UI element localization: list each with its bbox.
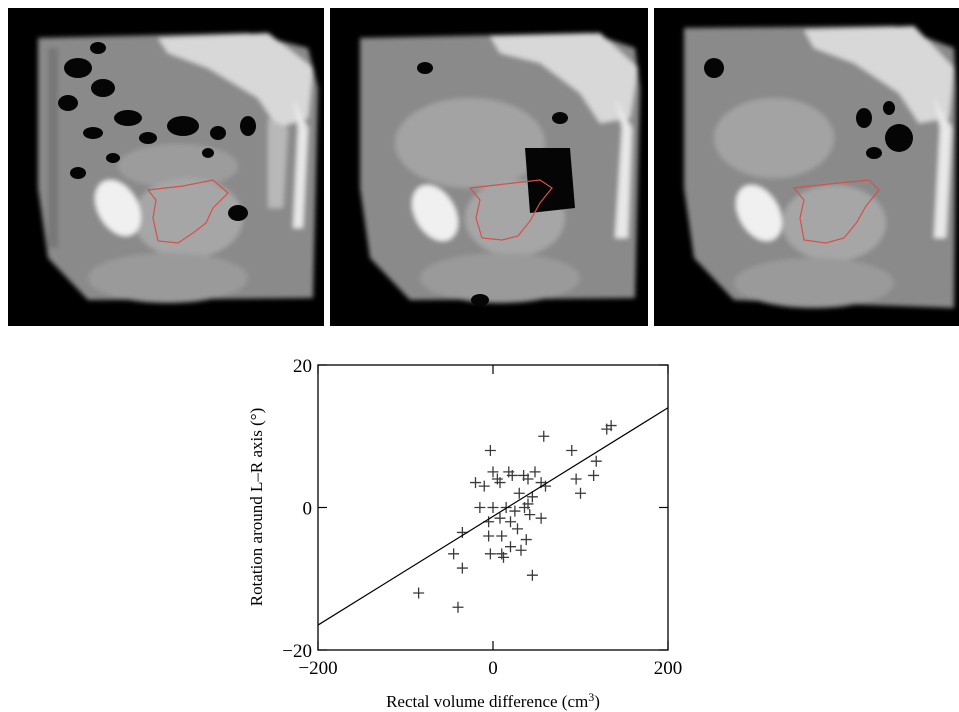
data-point-plus [570, 473, 582, 485]
data-point-plus [526, 569, 538, 581]
data-point-plus [522, 498, 534, 510]
data-point-plus [605, 420, 617, 432]
data-point-plus [494, 477, 506, 489]
data-point-plus [590, 455, 602, 467]
x-axis-title: Rectal volume difference (cm3) [386, 690, 600, 711]
y-tick-label: 0 [303, 499, 313, 520]
data-point-plus [474, 502, 486, 513]
data-point-plus [452, 601, 464, 613]
data-point-plus [529, 466, 541, 478]
data-point-plus [538, 430, 550, 442]
y-axis-title: Rotation around L–R axis (°) [247, 408, 266, 607]
data-point-plus [515, 544, 527, 556]
data-point-plus [500, 502, 512, 513]
data-point-plus [513, 487, 525, 499]
x-tick-label: 0 [488, 658, 498, 679]
y-tick-label: 20 [293, 356, 312, 377]
data-point-plus [575, 487, 586, 499]
data-point-plus [512, 523, 523, 535]
data-point-plus [484, 445, 496, 456]
data-point-plus [505, 516, 516, 528]
data-point-plus [526, 491, 538, 503]
target-contour [146, 179, 229, 244]
ct-sagittal-scan-1 [8, 8, 324, 326]
data-point-plus [448, 548, 460, 560]
data-point-plus [524, 509, 536, 521]
x-tick-label: −200 [298, 658, 337, 679]
data-point-plus [506, 469, 518, 481]
regression-line [317, 407, 669, 626]
data-point-plus [505, 541, 516, 553]
y-tick-label: −20 [282, 641, 312, 662]
ct-sagittal-scan-2 [330, 8, 648, 326]
data-point-plus [522, 473, 534, 485]
data-point-plus [487, 502, 499, 513]
data-point-plus [413, 587, 425, 599]
data-point-plus [483, 530, 495, 542]
data-point-plus [509, 505, 521, 517]
data-point-plus [470, 477, 481, 489]
scatter-chart: −200 0 200 −20 0 20 Rectal volume difference … [240, 350, 700, 712]
data-point-plus [496, 530, 508, 542]
data-point-plus [456, 562, 468, 574]
ct-sagittal-scan-3 [654, 8, 959, 326]
data-point-plus [498, 551, 509, 563]
data-point-plus [588, 469, 600, 481]
data-point-plus [494, 512, 506, 524]
data-point-plus [535, 512, 547, 524]
data-point-plus [487, 466, 499, 478]
target-contour [468, 179, 553, 241]
data-point-plus [520, 534, 532, 546]
target-contour [792, 179, 880, 244]
data-point-plus [566, 445, 578, 456]
data-point-plus [484, 548, 496, 560]
x-tick-label: 200 [654, 658, 683, 679]
data-point-plus [478, 480, 490, 492]
